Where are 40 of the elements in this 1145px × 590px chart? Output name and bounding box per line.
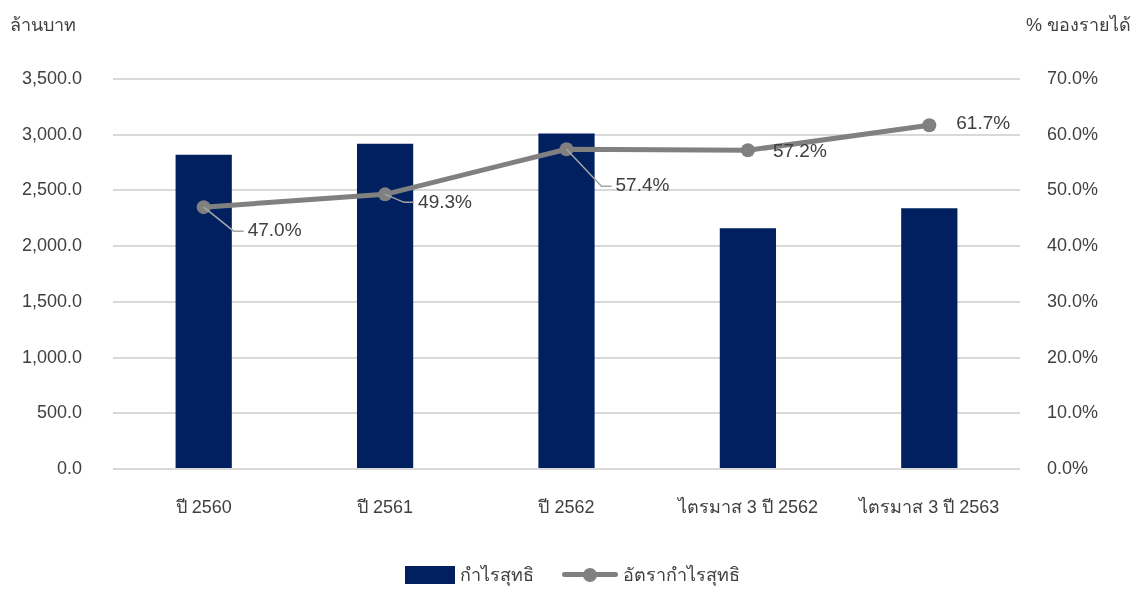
x-tick-label: ไตรมาส 3 ปี 2562 — [675, 495, 818, 517]
y2-axis-title: % ของรายได้ — [1025, 14, 1131, 37]
y-tick-label: 1,000.0 — [21, 346, 82, 367]
legend-label: อัตรากำไรสุทธิ — [623, 564, 740, 588]
y2-tick-label: 50.0% — [1047, 179, 1099, 200]
y2-tick-label: 20.0% — [1047, 346, 1099, 367]
point — [378, 187, 393, 202]
y2-tick-label: 60.0% — [1047, 123, 1099, 144]
bar — [901, 208, 958, 468]
y-tick-label: 0.0 — [56, 457, 82, 478]
y-tick-label: 1,500.0 — [21, 290, 82, 311]
point — [740, 143, 755, 158]
y2-tick-label: 0.0% — [1047, 457, 1089, 478]
data-label: 49.3% — [418, 190, 473, 212]
y-axis-title: ล้านบาท — [10, 14, 76, 37]
y-tick-label: 2,000.0 — [21, 235, 82, 256]
data-label: 47.0% — [247, 219, 302, 241]
point — [922, 118, 937, 133]
y-tick-label: 500.0 — [36, 402, 82, 423]
y-tick-label: 3,500.0 — [21, 67, 82, 88]
y2-tick-label: 70.0% — [1047, 67, 1099, 88]
bar — [538, 133, 595, 468]
y-tick-label: 2,500.0 — [21, 179, 82, 200]
y2-tick-label: 40.0% — [1047, 235, 1099, 256]
x-tick-label: ปี 2562 — [538, 496, 595, 517]
legend-label: กำไรสุทธิ — [460, 564, 534, 588]
bar — [719, 228, 777, 468]
data-label: 61.7% — [956, 112, 1011, 134]
y-tick-label: 3,000.0 — [21, 123, 82, 144]
x-tick-label: ปี 2560 — [175, 496, 232, 517]
bar — [356, 143, 414, 468]
y2-tick-label: 10.0% — [1047, 402, 1099, 423]
bar — [175, 154, 232, 468]
x-tick-label: ไตรมาส 3 ปี 2563 — [857, 495, 1000, 517]
data-label: 57.2% — [772, 139, 827, 161]
x-tick-label: ปี 2561 — [357, 496, 414, 517]
data-label: 57.4% — [615, 174, 670, 196]
y2-tick-label: 30.0% — [1047, 290, 1099, 311]
point — [196, 200, 211, 215]
point — [559, 142, 574, 157]
